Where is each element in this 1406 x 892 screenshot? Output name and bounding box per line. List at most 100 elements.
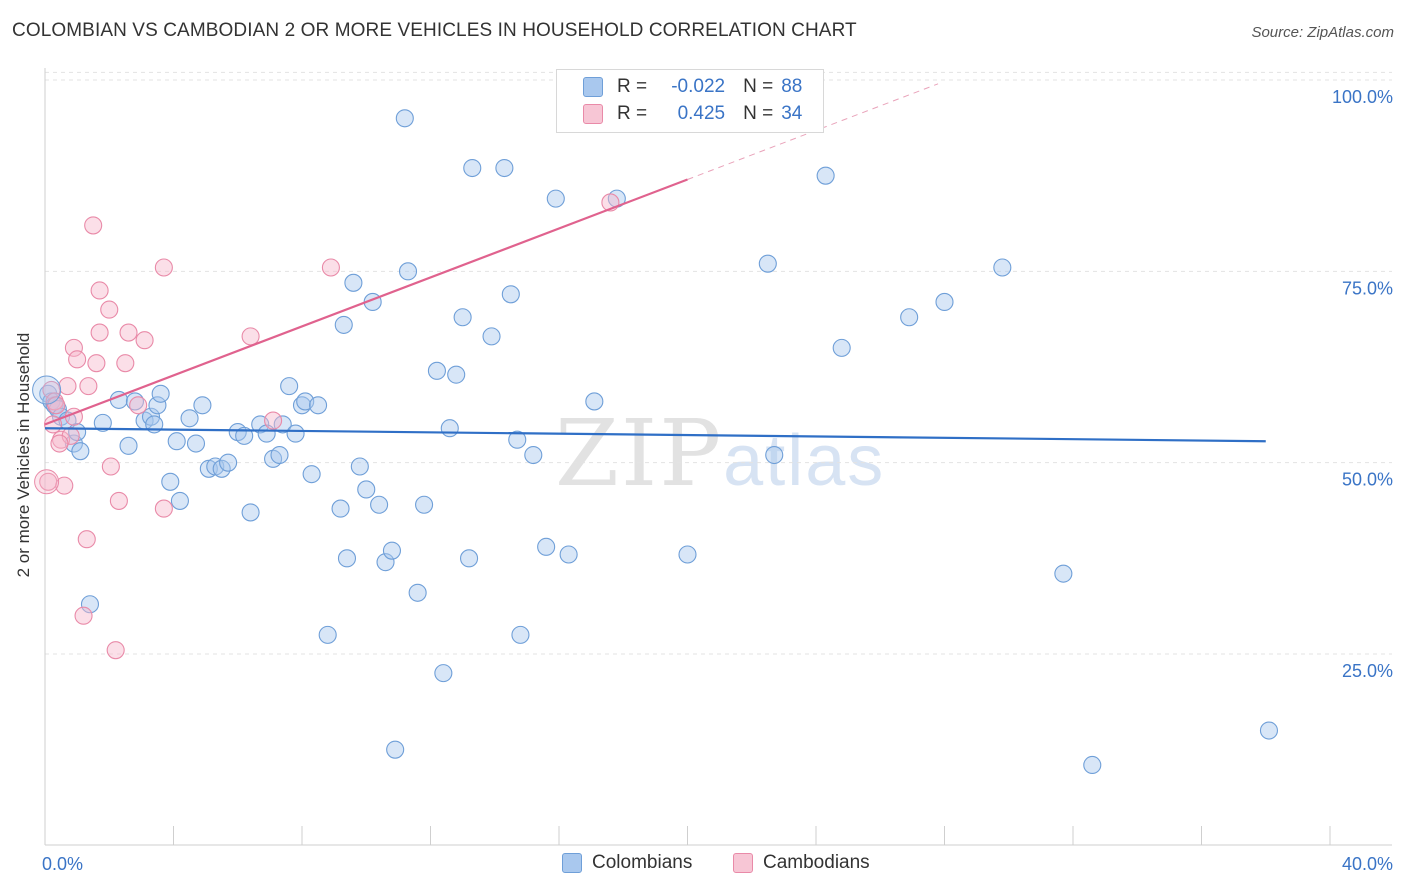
chart-title: COLOMBIAN VS CAMBODIAN 2 OR MORE VEHICLE… [12,20,857,41]
cambodian-point [154,499,173,518]
cambodian-point [50,434,69,453]
cambodian-point [264,411,283,430]
colombian-point [1054,564,1073,583]
cambodian-point [87,354,106,373]
colombian-point [235,426,254,445]
colombian-point [524,445,543,465]
bottom-legend-cambodians[interactable]: Cambodians [733,852,870,874]
cambodian-point [64,338,83,357]
colombian-point [993,258,1012,277]
colombian-point [270,445,289,465]
colombian-point [280,377,299,396]
cambodian-point [135,331,154,350]
colombian-point [1083,755,1102,775]
cambodian-point [90,323,109,342]
colombian-point [453,308,472,327]
colombian-point [167,432,186,451]
y-tick-label: 100.0% [1332,87,1393,107]
cambodian-point [241,327,260,346]
y-tick-label: 25.0% [1342,661,1393,681]
colombian-point [395,109,414,128]
colombian-point [161,472,180,491]
colombian-point [559,545,578,564]
colombians-r-value: -0.022 [671,76,726,97]
colombian-point [546,189,565,208]
colombian-point [119,436,138,455]
colombian-point [309,396,328,415]
cambodians-legend-label: Cambodians [763,852,870,873]
colombian-point [382,541,402,560]
colombian-point [508,430,527,449]
colombians-legend-swatch [562,853,582,873]
cambodian-point [100,300,119,319]
cambodian-point [84,216,103,235]
colombian-point [434,664,453,683]
colombian-point [935,292,954,311]
colombians-trend-line [44,427,1266,443]
cambodian-point [34,469,60,495]
cambodian-point [68,350,87,369]
colombian-point [408,583,427,602]
colombian-point [415,495,434,514]
colombian-point [151,384,170,403]
colombian-point [758,254,777,273]
colombian-point [32,375,62,405]
watermark: ZIPatlas [555,400,885,507]
colombian-point [80,595,100,614]
colombian-point [186,434,206,453]
colombian-point [832,338,851,357]
colombian-point [537,537,556,556]
colombian-point [148,396,167,415]
legend-r-label: R = [617,103,648,124]
colombian-point [71,442,90,461]
cambodians-swatch [583,104,603,124]
colombian-point [376,553,395,572]
cambodian-point [74,606,93,625]
colombian-point [386,740,405,759]
colombian-point [501,285,520,304]
colombian-point [302,465,321,484]
colombian-point [193,396,212,415]
colombian-point [440,419,459,438]
cambodians-n-value: 34 [781,103,803,124]
watermark-zip: ZIP [555,400,724,507]
cambodians-trend-line [44,178,688,426]
colombian-point [219,453,238,472]
cambodians-r-value: 0.425 [677,103,726,124]
legend-row-cambodians: R = 0.425 N = 34 [583,101,802,127]
colombian-point [398,262,418,281]
colombian-point [170,491,189,510]
x-tick-label: 40.0% [1342,854,1393,874]
legend-n-label: N = [743,76,774,97]
bottom-legend-colombians[interactable]: Colombians [562,852,692,874]
colombian-point [318,625,337,644]
cambodian-point [58,377,77,396]
watermark-atlas: atlas [723,421,886,501]
legend-n-label: N = [743,103,774,124]
cambodian-point [55,476,74,495]
colombians-swatch [583,77,603,97]
colombian-point [93,413,112,432]
colombian-point [241,503,260,522]
legend-row-colombians: R = -0.022 N = 88 [583,74,802,100]
colombian-point [463,158,482,178]
cambodians-legend-swatch [733,853,753,873]
cambodian-point [90,281,109,300]
colombian-point [357,480,376,499]
colombian-point [495,158,514,178]
cambodian-point [129,396,148,415]
colombians-legend-label: Colombians [592,852,693,873]
stats-legend: R = -0.022 N = 88 R = 0.425 N = 34 [556,69,824,133]
x-tick-label: 0.0% [42,854,83,874]
cambodian-point [77,530,96,549]
cambodian-point [101,457,120,476]
colombian-point [180,409,199,428]
colombian-point [427,361,446,380]
cambodian-point [116,354,135,373]
cambodian-point [321,258,340,277]
colombian-point [337,549,357,568]
colombian-point [482,327,501,346]
y-axis-label: 2 or more Vehicles in Household [14,332,33,578]
colombian-point [765,445,784,465]
